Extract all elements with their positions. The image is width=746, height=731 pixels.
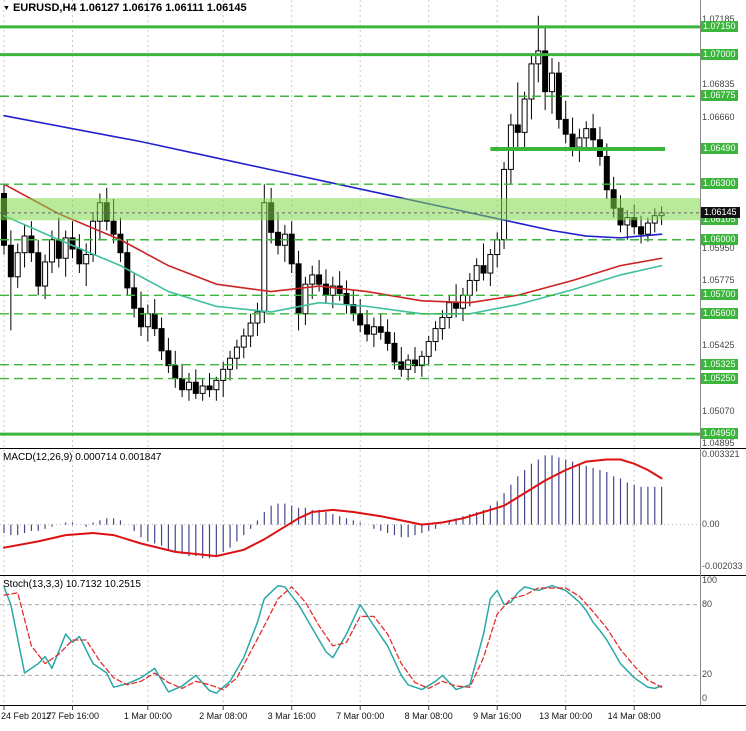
time-axis-label: 27 Feb 16:00 — [45, 711, 100, 721]
time-axis-label: 9 Mar 16:00 — [473, 711, 522, 721]
time-axis[interactable]: 24 Feb 2017 27 Feb 16:00 1 Mar 00:00 2 Mar … — [0, 705, 746, 731]
time-axis-label: 1 Mar 00:00 — [123, 711, 172, 721]
macd-indicator-label: MACD(12,26,9) 0.000714 0.001847 — [3, 452, 162, 463]
grid-layer — [3, 0, 635, 705]
macd-signal-line — [3, 458, 663, 558]
chart-shift-icon: ▼ — [3, 4, 10, 12]
time-axis-label: 13 Mar 00:00 — [539, 711, 593, 721]
chart-title-text: EURUSD,H4 1.06127 1.06176 1.06111 1.0614… — [12, 2, 247, 14]
time-axis-label: 3 Mar 16:00 — [267, 711, 316, 721]
time-axis-label: 24 Feb 2017 — [1, 711, 52, 721]
time-axis-label: 8 Mar 08:00 — [404, 711, 453, 721]
time-axis-label: 14 Mar 08:00 — [607, 711, 661, 721]
macd-histogram — [0, 455, 700, 559]
stoch-indicator-label: Stoch(13,3,3) 10.7132 10.2515 — [3, 579, 141, 590]
time-axis-label: 2 Mar 08:00 — [199, 711, 248, 721]
chart-title: ▼ EURUSD,H4 1.06127 1.06176 1.06111 1.06… — [3, 2, 247, 14]
panel-borders — [0, 0, 746, 710]
stoch-layer — [0, 584, 700, 694]
levels-layer — [0, 25, 700, 436]
time-axis-label: 7 Mar 00:00 — [336, 711, 385, 721]
